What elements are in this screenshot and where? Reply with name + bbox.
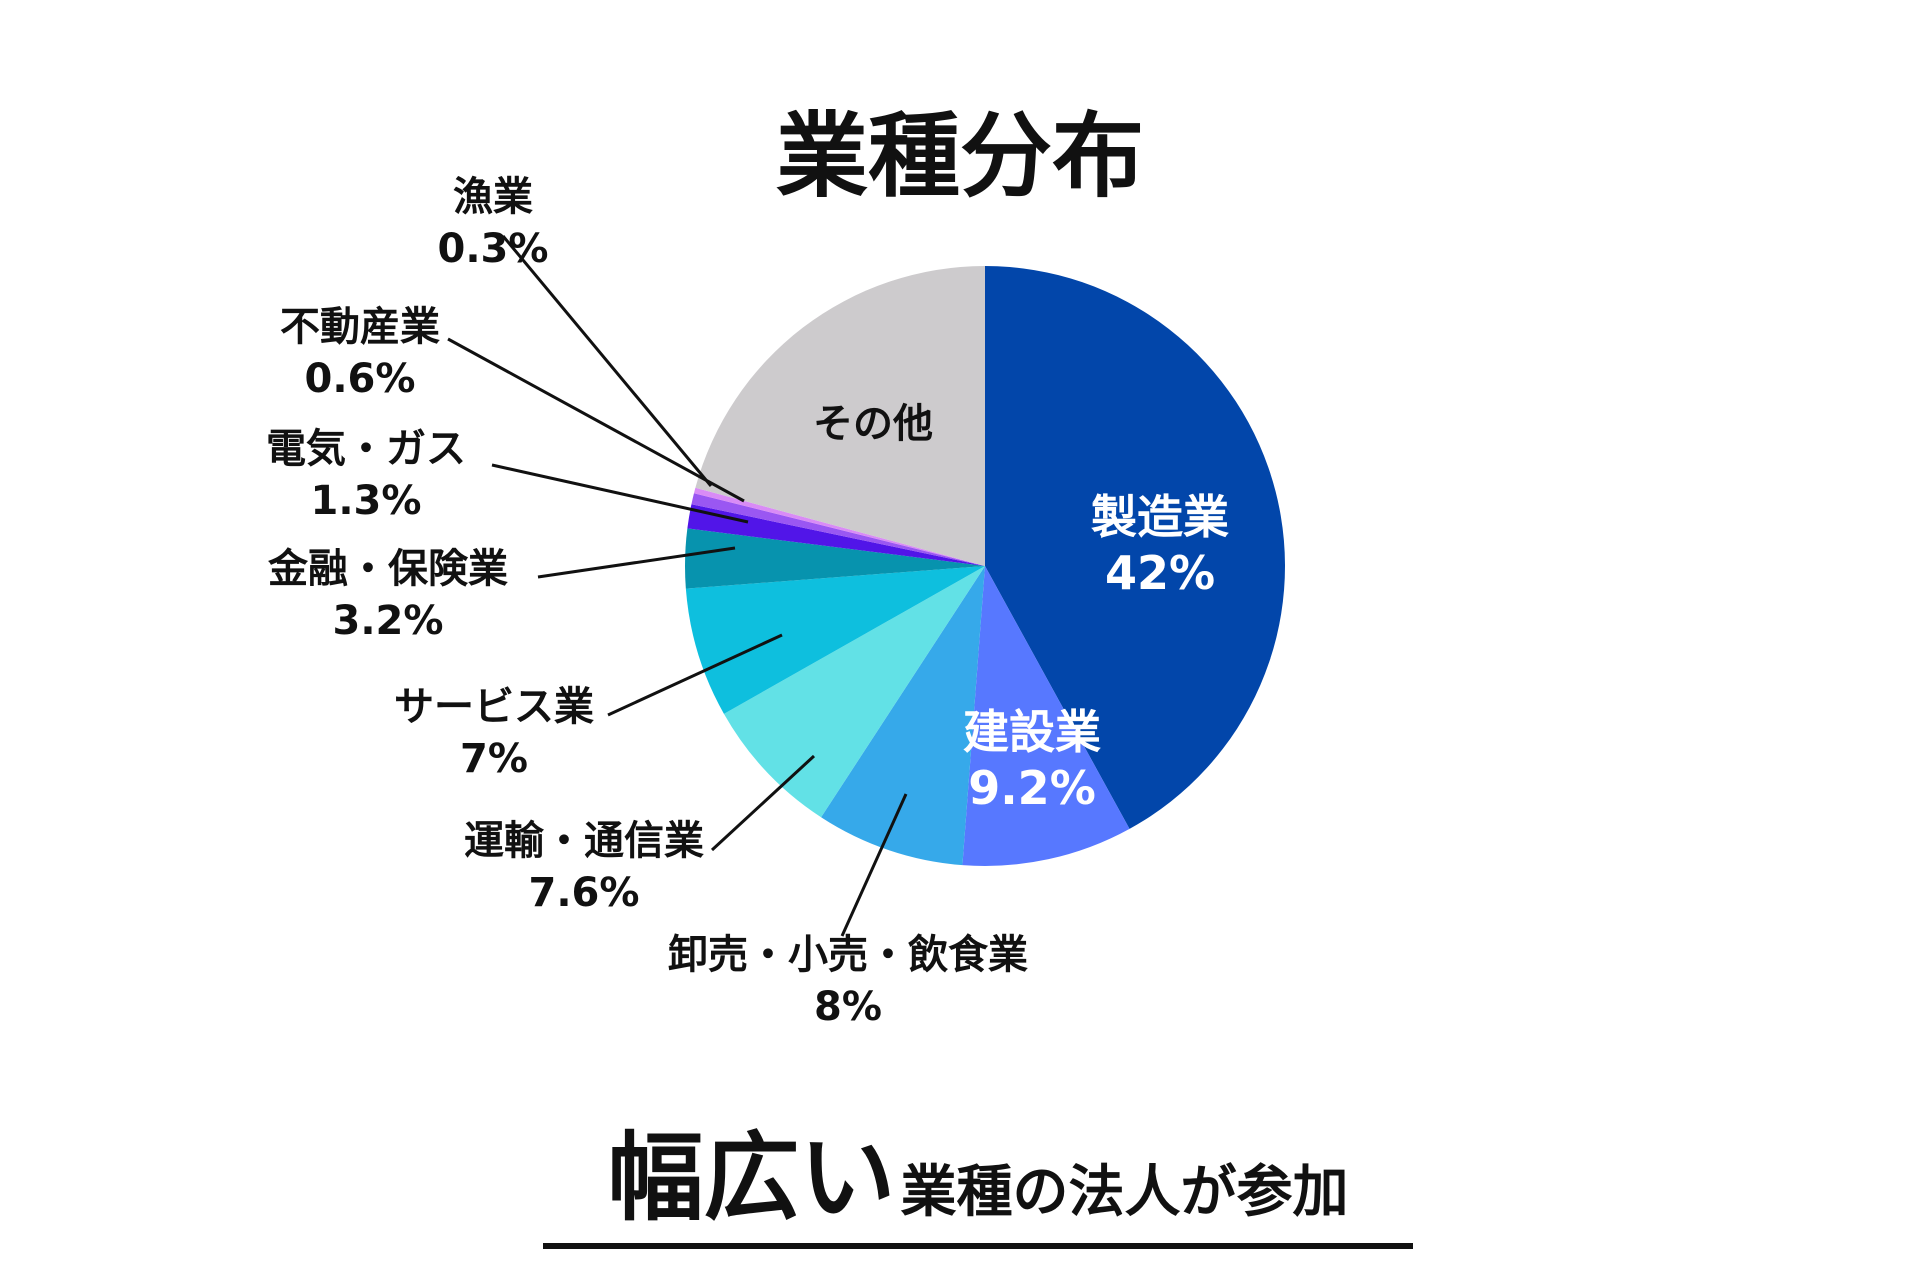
pie-slice-1 — [985, 266, 1286, 829]
pie-slice-9 — [693, 487, 985, 566]
leader-line-7 — [491, 463, 749, 524]
slice-label-7: 電気・ガス — [266, 426, 466, 472]
slice-value-4: 7.6% — [529, 870, 640, 916]
slice-value-1: 42% — [1105, 546, 1215, 600]
footer-emphasis: 幅広い — [607, 1122, 896, 1234]
slice-value-6: 3.2% — [333, 598, 444, 644]
leader-line-6 — [537, 546, 736, 579]
pie-slice-6 — [685, 528, 985, 589]
pie-slice-4 — [723, 566, 985, 818]
slice-label-4: 運輸・通信業 — [464, 818, 704, 864]
footer-tagline: 幅広い 業種の法人が参加 — [543, 1100, 1413, 1249]
slice-label-2: 建設業 — [963, 705, 1101, 759]
slice-value-3: 8% — [814, 984, 882, 1030]
slice-value-7: 1.3% — [311, 478, 422, 524]
slice-label-6: 金融・保険業 — [267, 546, 508, 592]
pie-slice-10 — [695, 266, 985, 566]
slice-label-9: 漁業 — [453, 174, 533, 220]
leader-line-3 — [840, 793, 908, 937]
leader-line-4 — [710, 754, 816, 852]
chart-title: 業種分布 — [775, 103, 1144, 210]
pie-slice-2 — [962, 566, 1130, 867]
slice-value-5: 7% — [460, 736, 528, 782]
slice-label-1: 製造業 — [1091, 490, 1229, 544]
slice-label-8: 不動産業 — [280, 304, 440, 350]
leader-line-5 — [607, 633, 783, 717]
pie-slice-3 — [821, 566, 985, 866]
pie-slice-7 — [687, 504, 985, 566]
slice-value-9: 0.3% — [438, 226, 549, 272]
slice-label-3: 卸売・小売・飲食業 — [668, 932, 1028, 978]
slice-value-8: 0.6% — [305, 356, 416, 402]
pie-slice-5 — [685, 566, 985, 714]
pie-slice-8 — [691, 493, 985, 566]
footer-rest: 業種の法人が参加 — [900, 1160, 1349, 1225]
leader-line-9 — [501, 235, 713, 487]
slice-label-5: サービス業 — [394, 684, 594, 730]
leader-line-8 — [447, 337, 745, 503]
slice-label-10: その他 — [813, 401, 933, 447]
slice-value-2: 9.2% — [968, 761, 1096, 815]
